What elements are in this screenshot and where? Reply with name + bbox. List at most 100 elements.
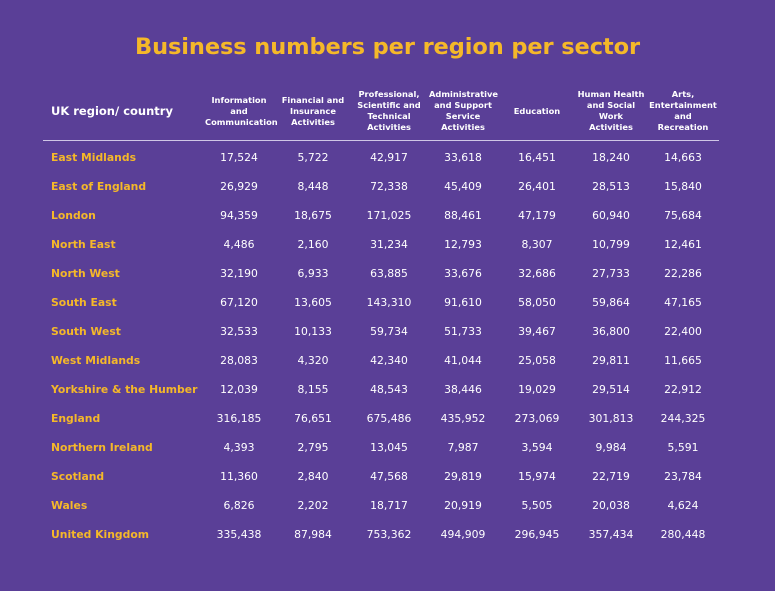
region-name: North East xyxy=(51,238,116,251)
table-row: South West 32,533 10,133 59,734 51,733 39,467… xyxy=(43,317,719,346)
table-cell: 6,826 xyxy=(223,499,255,512)
table-cell: 11,665 xyxy=(664,354,702,367)
table-cell: 171,025 xyxy=(366,209,412,222)
table-cell: 76,651 xyxy=(294,412,332,425)
table-cell: 94,359 xyxy=(220,209,258,222)
table-cell: 11,360 xyxy=(220,470,258,483)
table-cell: 675,486 xyxy=(366,412,412,425)
table-row: East of England 26,929 8,448 72,338 45,409 26… xyxy=(43,172,719,201)
column-header: Administrative and Support Service Activ… xyxy=(427,82,499,141)
table-cell: 29,514 xyxy=(592,383,630,396)
table-cell: 41,044 xyxy=(444,354,482,367)
table-cell: 72,338 xyxy=(370,180,408,193)
table-cell: 2,202 xyxy=(297,499,329,512)
table-cell: 58,050 xyxy=(518,296,556,309)
table-cell: 88,461 xyxy=(444,209,482,222)
table-cell: 20,919 xyxy=(444,499,482,512)
table-cell: 4,393 xyxy=(223,441,255,454)
table-cell: 18,240 xyxy=(592,151,630,164)
region-name: East Midlands xyxy=(51,151,137,164)
table-header-row: UK region/ country Information and Commu… xyxy=(43,82,719,141)
table-cell: 7,987 xyxy=(447,441,479,454)
column-header: Information and Communication xyxy=(203,82,278,141)
table-cell: 38,446 xyxy=(444,383,482,396)
table-cell: 12,461 xyxy=(664,238,702,251)
table-cell: 22,400 xyxy=(664,325,702,338)
region-name: Yorkshire & the Humber xyxy=(51,383,198,396)
table-cell: 39,467 xyxy=(518,325,556,338)
table-cell: 60,940 xyxy=(592,209,630,222)
table-cell: 2,840 xyxy=(297,470,329,483)
table-cell: 335,438 xyxy=(216,528,262,541)
table-row: England 316,185 76,651 675,486 435,952 273,06… xyxy=(43,404,719,433)
table-cell: 32,686 xyxy=(518,267,556,280)
region-name: Northern Ireland xyxy=(51,441,153,454)
column-header: Arts, Entertainment and Recreation xyxy=(647,82,719,141)
table-cell: 27,733 xyxy=(592,267,630,280)
table-row: Scotland 11,360 2,840 47,568 29,819 15,974 22,… xyxy=(43,462,719,491)
table-row: London 94,359 18,675 171,025 88,461 47,179 60,… xyxy=(43,201,719,230)
table-cell: 2,160 xyxy=(297,238,329,251)
table-cell: 10,133 xyxy=(294,325,332,338)
table-cell: 22,286 xyxy=(664,267,702,280)
table-cell: 48,543 xyxy=(370,383,408,396)
data-table: UK region/ country Information and Commu… xyxy=(43,82,719,549)
table-cell: 26,401 xyxy=(518,180,556,193)
table-cell: 31,234 xyxy=(370,238,408,251)
table-cell: 32,190 xyxy=(220,267,258,280)
table-cell: 22,912 xyxy=(664,383,702,396)
table-cell: 45,409 xyxy=(444,180,482,193)
table-cell: 4,320 xyxy=(297,354,329,367)
table-cell: 36,800 xyxy=(592,325,630,338)
table-cell: 20,038 xyxy=(592,499,630,512)
table-cell: 13,605 xyxy=(294,296,332,309)
table-cell: 15,840 xyxy=(664,180,702,193)
table-row: Northern Ireland 4,393 2,795 13,045 7,987 3,5… xyxy=(43,433,719,462)
column-header: Education xyxy=(499,82,575,141)
region-name: South West xyxy=(51,325,121,338)
table-cell: 59,734 xyxy=(370,325,408,338)
table-cell: 18,675 xyxy=(294,209,332,222)
table-cell: 51,733 xyxy=(444,325,482,338)
region-name: East of England xyxy=(51,180,147,193)
table-cell: 47,165 xyxy=(664,296,702,309)
table-cell: 19,029 xyxy=(518,383,556,396)
table-row: North East 4,486 2,160 31,234 12,793 8,307 10,… xyxy=(43,230,719,259)
table-cell: 5,505 xyxy=(521,499,553,512)
table-cell: 28,083 xyxy=(220,354,258,367)
table-cell: 9,984 xyxy=(595,441,627,454)
table-cell: 29,811 xyxy=(592,354,630,367)
table-cell: 280,448 xyxy=(660,528,706,541)
table-row: Yorkshire & the Humber 12,039 8,155 48,543 3… xyxy=(43,375,719,404)
table-cell: 25,058 xyxy=(518,354,556,367)
table-cell: 12,039 xyxy=(220,383,258,396)
region-name: North West xyxy=(51,267,120,280)
column-header-region: UK region/ country xyxy=(43,82,203,141)
table-cell: 15,974 xyxy=(518,470,556,483)
table-cell: 33,676 xyxy=(444,267,482,280)
table-row: United Kingdom 335,438 87,984 753,362 494,90… xyxy=(43,520,719,549)
table-cell: 47,568 xyxy=(370,470,408,483)
table-cell: 8,448 xyxy=(297,180,329,193)
region-name: Scotland xyxy=(51,470,105,483)
table-cell: 5,591 xyxy=(667,441,699,454)
table-cell: 59,864 xyxy=(592,296,630,309)
table-cell: 14,663 xyxy=(664,151,702,164)
table-cell: 26,929 xyxy=(220,180,258,193)
table-cell: 91,610 xyxy=(444,296,482,309)
table-cell: 357,434 xyxy=(588,528,634,541)
table-cell: 244,325 xyxy=(660,412,706,425)
table-cell: 143,310 xyxy=(366,296,412,309)
table-cell: 494,909 xyxy=(440,528,486,541)
table-cell: 87,984 xyxy=(294,528,332,541)
region-name: London xyxy=(51,209,96,222)
table-cell: 32,533 xyxy=(220,325,258,338)
table-cell: 29,819 xyxy=(444,470,482,483)
table-cell: 75,684 xyxy=(664,209,702,222)
table-cell: 63,885 xyxy=(370,267,408,280)
region-name: England xyxy=(51,412,101,425)
table-cell: 28,513 xyxy=(592,180,630,193)
table-cell: 435,952 xyxy=(440,412,486,425)
table-cell: 33,618 xyxy=(444,151,482,164)
table-cell: 753,362 xyxy=(366,528,412,541)
